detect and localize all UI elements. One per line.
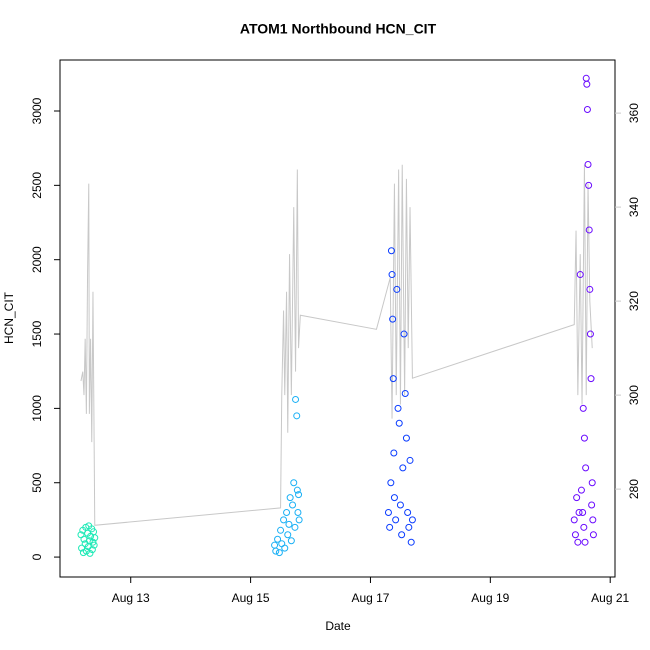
y-tick-label: 2500	[30, 172, 44, 199]
y2-tick-label: 280	[627, 479, 641, 499]
point	[582, 464, 590, 472]
point	[294, 508, 302, 516]
point	[393, 285, 401, 293]
chart-title: ATOM1 Northbound HCN_CIT	[240, 21, 437, 37]
point	[286, 494, 294, 502]
point	[579, 508, 587, 516]
point	[573, 494, 581, 502]
y2-tick-label: 320	[627, 291, 641, 311]
point	[581, 538, 589, 546]
point	[389, 375, 397, 383]
point	[295, 516, 303, 524]
y2-tick-label: 340	[627, 197, 641, 217]
point	[575, 508, 583, 516]
point	[577, 486, 585, 494]
point	[292, 395, 300, 403]
point	[274, 535, 282, 543]
point	[587, 375, 595, 383]
point	[395, 419, 403, 427]
point	[394, 404, 402, 412]
point	[406, 456, 414, 464]
point	[579, 404, 587, 412]
point	[293, 486, 301, 494]
point	[289, 501, 297, 509]
point	[586, 330, 594, 338]
point	[284, 531, 292, 539]
point	[291, 523, 299, 531]
point	[583, 80, 591, 88]
point	[402, 434, 410, 442]
point	[272, 547, 280, 555]
y-tick-label: 2000	[30, 246, 44, 273]
point	[295, 491, 303, 499]
y-tick-label: 1000	[30, 395, 44, 422]
point	[277, 526, 285, 534]
x-axis-label: Date	[325, 619, 351, 633]
x-tick-label: Aug 19	[471, 591, 509, 605]
point	[399, 464, 407, 472]
x-tick-label: Aug 21	[591, 591, 629, 605]
point	[582, 74, 590, 82]
point	[583, 106, 591, 114]
plot-frame	[59, 59, 616, 578]
point	[281, 544, 289, 552]
point	[389, 315, 397, 323]
point	[388, 271, 396, 279]
point	[576, 271, 584, 279]
point	[574, 538, 582, 546]
point	[396, 501, 404, 509]
y2-tick-label: 360	[627, 103, 641, 123]
x-tick-label: Aug 15	[232, 591, 270, 605]
point	[408, 516, 416, 524]
point	[580, 523, 588, 531]
point	[407, 538, 415, 546]
point	[586, 285, 594, 293]
line	[80, 164, 593, 526]
point	[390, 494, 398, 502]
point	[293, 412, 301, 420]
point	[387, 479, 395, 487]
point	[570, 516, 578, 524]
x-tick-label: Aug 13	[112, 591, 150, 605]
point	[91, 534, 99, 542]
point	[88, 546, 96, 554]
point	[401, 390, 409, 398]
point	[585, 226, 593, 234]
point	[405, 523, 413, 531]
point	[90, 541, 98, 549]
point	[588, 501, 596, 509]
point	[588, 479, 596, 487]
point	[398, 531, 406, 539]
x-tick-label: Aug 17	[351, 591, 389, 605]
y-axis-label: HCN_CIT	[2, 291, 16, 344]
point	[280, 516, 288, 524]
point	[275, 549, 283, 557]
point	[404, 508, 412, 516]
point	[392, 516, 400, 524]
point	[283, 508, 291, 516]
y-tick-label: 0	[30, 553, 44, 560]
point	[571, 531, 579, 539]
point	[285, 520, 293, 528]
point	[386, 523, 394, 531]
y2-tick-label: 300	[627, 385, 641, 405]
point	[387, 247, 395, 255]
y-tick-label: 500	[30, 472, 44, 492]
point	[384, 508, 392, 516]
point	[86, 549, 94, 557]
point	[400, 330, 408, 338]
y-tick-label: 3000	[30, 97, 44, 124]
point	[290, 479, 298, 487]
point	[287, 537, 295, 545]
point	[85, 537, 93, 545]
y-tick-label: 1500	[30, 320, 44, 347]
point	[585, 181, 593, 189]
point	[589, 531, 597, 539]
point	[584, 161, 592, 169]
point	[580, 434, 588, 442]
point	[390, 449, 398, 457]
point	[271, 541, 279, 549]
point	[589, 516, 597, 524]
